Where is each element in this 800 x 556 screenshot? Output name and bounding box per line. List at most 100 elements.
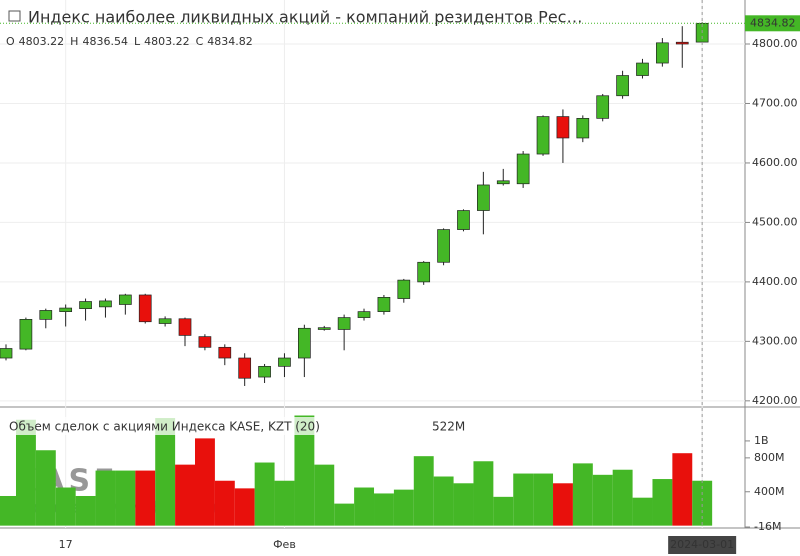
- ohlc-key: L: [134, 35, 141, 48]
- candle-body: [118, 294, 132, 305]
- legend-bg: [6, 417, 346, 435]
- volume-bar: [175, 464, 196, 526]
- candle-body: [636, 62, 649, 76]
- candle-body: [516, 153, 530, 185]
- candle-body: [138, 294, 152, 323]
- candle-body: [417, 261, 431, 283]
- candle-body: [556, 116, 570, 139]
- volume-bar: [393, 489, 414, 526]
- last-price-label: 4834.82: [750, 16, 796, 29]
- candle-body: [99, 300, 112, 308]
- volume-bar: [572, 463, 593, 526]
- volume-bar: [0, 495, 16, 526]
- volume-bar: [135, 470, 156, 526]
- candle-body: [158, 318, 172, 324]
- volume-bar: [513, 473, 534, 526]
- volume-bar: [473, 461, 494, 526]
- volume-bar: [354, 487, 375, 526]
- volume-bar: [692, 480, 713, 526]
- x-tick-label: 17: [59, 538, 73, 551]
- ohlc-value: 4803.22: [144, 35, 190, 48]
- candle-body: [59, 307, 73, 312]
- volume-bar: [652, 479, 673, 526]
- candle-body: [39, 310, 53, 320]
- x-tick-label: 2024-03-01: [670, 538, 734, 551]
- volume-bar: [214, 480, 235, 526]
- y-tick-label: 4700.00: [752, 96, 798, 109]
- candle-body: [656, 42, 669, 64]
- volume-bar: [433, 476, 454, 526]
- last-price-box: [745, 15, 800, 32]
- candle-body: [536, 116, 550, 155]
- y-tick-label: 4300.00: [752, 334, 798, 347]
- volume-bar: [274, 480, 295, 526]
- candle-body: [317, 327, 331, 330]
- volume-bar: [592, 474, 613, 526]
- volume-bar: [254, 462, 275, 526]
- y-tick-label: 800M: [754, 451, 785, 464]
- candle-body: [377, 297, 391, 312]
- volume-bar: [632, 497, 653, 526]
- volume-bar: [95, 470, 116, 526]
- ohlc-key: H: [70, 35, 78, 48]
- volume-bar: [413, 456, 434, 526]
- volume-bar: [35, 450, 56, 526]
- volume-bar: [55, 487, 76, 526]
- volume-bar: [195, 438, 215, 526]
- volume-bar: [234, 488, 255, 526]
- candle-body: [457, 210, 470, 230]
- volume-bar: [155, 418, 176, 526]
- volume-bar: [294, 415, 315, 526]
- candle-body: [337, 317, 351, 330]
- candle-body: [397, 279, 411, 299]
- candle-body: [19, 319, 33, 350]
- chart-title: Индекс наиболее ликвидных акций - компан…: [28, 8, 582, 27]
- y-tick-label: 4600.00: [752, 156, 798, 169]
- candle-body: [616, 75, 629, 97]
- candle-body: [238, 357, 252, 379]
- candle-body: [258, 365, 271, 378]
- ohlc-key: C: [196, 35, 204, 48]
- x-tick-label: Фев: [273, 538, 296, 551]
- menu-icon: [8, 10, 21, 22]
- candle-body: [218, 346, 232, 359]
- candle-body: [79, 301, 92, 310]
- y-tick-label: 400M: [754, 485, 785, 498]
- candle-body: [596, 95, 610, 119]
- volume-title: Объем сделок с акциями Индекса KASE, KZT…: [9, 420, 320, 434]
- candle-body: [576, 117, 590, 139]
- volume-bar: [533, 473, 554, 526]
- volume-last: 522M: [432, 420, 465, 434]
- ohlc-value: 4803.22: [19, 35, 65, 48]
- volume-bar: [15, 419, 36, 526]
- volume-bar: [553, 483, 573, 526]
- y-tick-label: 4800.00: [752, 37, 798, 50]
- volume-bar: [334, 503, 355, 526]
- x-label-box: [668, 536, 737, 554]
- candle-body: [496, 180, 510, 185]
- y-tick-label: -16M: [754, 520, 781, 533]
- volume-bar: [612, 469, 633, 526]
- volume-bar: [493, 496, 514, 526]
- volume-bar: [115, 470, 136, 526]
- candle-body: [298, 327, 311, 359]
- candle-body: [437, 229, 450, 263]
- ohlc-value: 4836.54: [82, 35, 128, 48]
- y-tick-label: 4500.00: [752, 215, 798, 228]
- volume-bar: [314, 464, 335, 526]
- y-tick-label: 4200.00: [752, 394, 798, 407]
- candle-body: [675, 41, 689, 45]
- candle-body: [278, 357, 291, 367]
- y-tick-label: 1B: [754, 434, 769, 447]
- volume-bar: [75, 495, 96, 526]
- candle-body: [357, 311, 371, 318]
- ohlc-key: O: [6, 35, 15, 48]
- ohlc-value: 4834.82: [207, 35, 253, 48]
- volume-bar: [374, 493, 394, 526]
- y-tick-label: 4400.00: [752, 275, 798, 288]
- volume-bar: [453, 483, 474, 526]
- candle-body: [198, 336, 212, 348]
- volume-bar: [672, 453, 693, 526]
